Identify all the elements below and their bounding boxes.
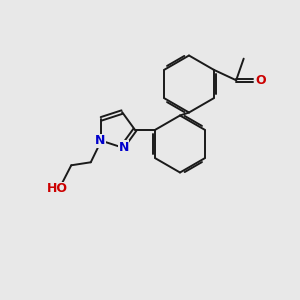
Text: N: N [94,134,105,147]
Text: N: N [118,141,129,154]
Text: HO: HO [47,182,68,195]
Text: O: O [255,74,266,87]
